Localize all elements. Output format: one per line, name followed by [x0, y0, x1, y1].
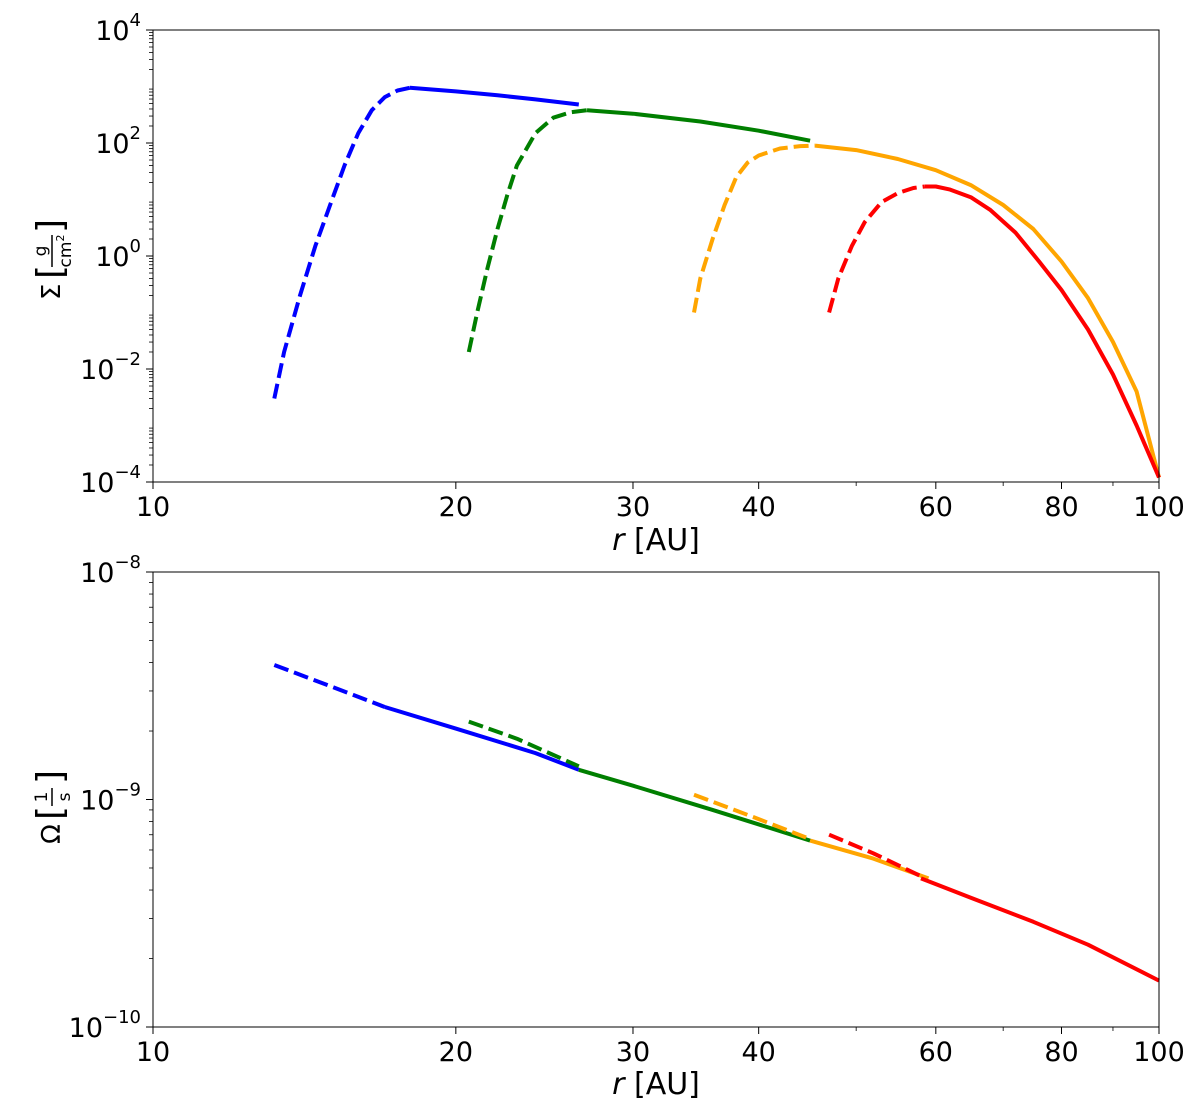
- omega-y-tick-label: 10−9: [80, 780, 141, 817]
- omega-tick-layer: 10 20 30 40 60 80 100 10−10 10−9 10−8: [69, 552, 1185, 1068]
- sigma-x-tick-label-100: 100: [1133, 492, 1185, 523]
- sigma-series-2-solid-line: [814, 143, 1161, 479]
- sigma-plot-frame: [152, 29, 1160, 483]
- omega-series-1-dashed-line: [468, 719, 580, 769]
- sigma-series-0-solid-line: [409, 85, 580, 107]
- sigma-series-1-solid-line: [586, 108, 811, 143]
- svg-text:[: [: [30, 265, 71, 279]
- omega-x-tick-label-20: 20: [439, 1037, 473, 1068]
- svg-text:g: g: [31, 246, 51, 257]
- omega-series-layer: [273, 663, 1160, 983]
- sigma-y-tick-label: 102: [95, 123, 141, 160]
- sigma-x-tick-label-80: 80: [1044, 492, 1078, 523]
- omega-y-tick-label: 10−8: [80, 552, 141, 589]
- omega-x-tick-label-80: 80: [1044, 1037, 1078, 1068]
- sigma-y-tick-label: 100: [95, 236, 141, 273]
- sigma-x-tick-label-10: 10: [136, 492, 170, 523]
- omega-x-tick-label-100: 100: [1133, 1037, 1185, 1068]
- sigma-tick-layer: 10 20 30 40 60 80 100 10−4 10−2 100 102 104: [80, 10, 1185, 523]
- sigma-series-0-dashed-line: [272, 85, 411, 399]
- svg-text:]: ]: [30, 219, 71, 233]
- omega-series-3-solid-line: [920, 876, 1160, 983]
- sigma-y-axis-label: Σ [ g cm2 ]: [30, 219, 76, 300]
- sigma-y-tick-label: 104: [95, 10, 141, 47]
- omega-panel: 10 20 30 40 60 80 100 10−10 10−9 10−8 r [AU] Ω [ …: [30, 552, 1185, 1102]
- omega-series-0-dashed-line: [273, 663, 386, 709]
- svg-text:1: 1: [32, 792, 52, 803]
- omega-plot-area: [153, 572, 1159, 1027]
- sigma-series-1-dashed-line: [466, 108, 588, 353]
- sigma-x-tick-label-60: 60: [919, 492, 953, 523]
- sigma-y-tick-label: 10−2: [80, 349, 141, 386]
- sigma-plot-area: [153, 30, 1159, 482]
- svg-text:s: s: [55, 792, 75, 801]
- svg-text:]: ]: [30, 770, 71, 784]
- sigma-y-tick-label: 10−4: [80, 462, 141, 499]
- omega-plot-frame: [152, 571, 1160, 1028]
- omega-x-tick-label-60: 60: [919, 1037, 953, 1068]
- svg-text:cm2: cm2: [54, 235, 76, 268]
- sigma-x-tick-label-20: 20: [439, 492, 473, 523]
- omega-series-1-solid-line: [578, 767, 811, 843]
- omega-series-2-dashed-line: [693, 792, 811, 841]
- svg-text:Ω: Ω: [37, 824, 67, 844]
- omega-y-axis-label: Ω [ 1 s ]: [30, 770, 75, 844]
- omega-x-axis-label: r [AU]: [612, 1067, 700, 1102]
- sigma-x-tick-label-40: 40: [741, 492, 775, 523]
- svg-text:[: [: [30, 806, 71, 820]
- omega-x-tick-label-10: 10: [136, 1037, 170, 1068]
- omega-x-tick-label-30: 30: [616, 1037, 650, 1068]
- sigma-series-2-dashed-line: [692, 143, 816, 313]
- sigma-series-3-dashed-line: [827, 184, 926, 314]
- omega-x-tick-label-40: 40: [741, 1037, 775, 1068]
- sigma-x-axis-label: r [AU]: [612, 523, 700, 558]
- sigma-x-tick-label-30: 30: [616, 492, 650, 523]
- sigma-series-3-solid-line: [924, 184, 1161, 479]
- omega-series-3-dashed-line: [828, 832, 922, 879]
- omega-y-tick-label: 10−10: [69, 1007, 141, 1044]
- omega-series-0-solid-line: [384, 705, 580, 772]
- svg-text:Σ: Σ: [37, 284, 67, 300]
- sigma-series-layer: [272, 85, 1161, 479]
